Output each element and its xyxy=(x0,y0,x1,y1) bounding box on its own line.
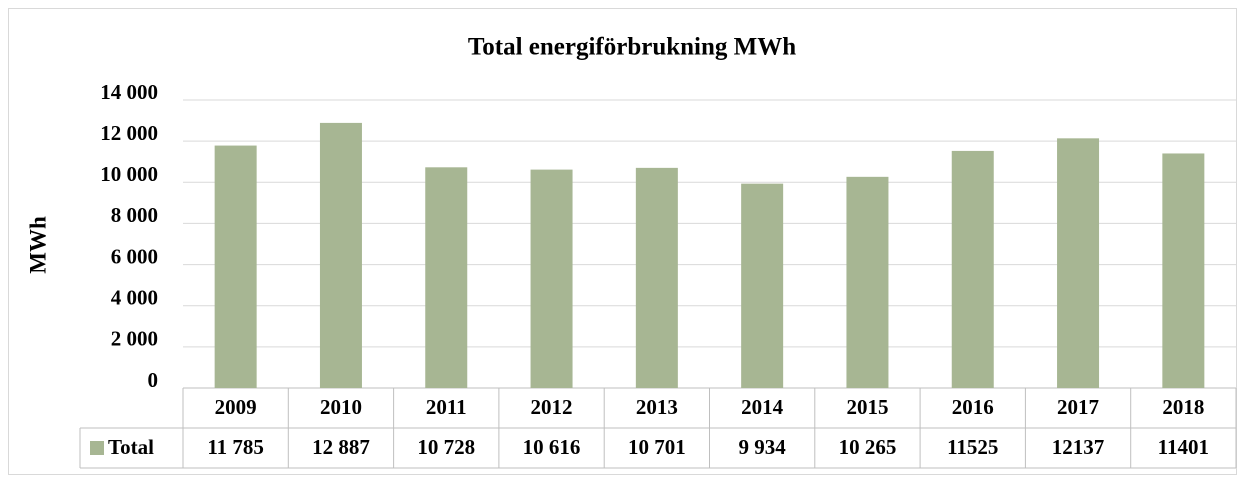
data-table-value: 11525 xyxy=(947,435,998,459)
bar xyxy=(530,169,573,388)
x-tick-label: 2010 xyxy=(320,395,362,419)
y-tick-label: 0 xyxy=(148,368,159,392)
y-tick-label: 12 000 xyxy=(100,121,158,145)
data-table-value: 9 934 xyxy=(739,435,787,459)
x-tick-label: 2012 xyxy=(531,395,573,419)
bar xyxy=(214,145,257,388)
y-tick-label: 2 000 xyxy=(111,327,158,351)
bar xyxy=(635,167,678,388)
chart-title: Total energiförbrukning MWh xyxy=(468,34,796,61)
x-tick-label: 2009 xyxy=(215,395,257,419)
y-tick-label: 14 000 xyxy=(100,80,158,104)
x-tick-label: 2018 xyxy=(1162,395,1204,419)
y-tick-label: 4 000 xyxy=(111,286,158,310)
y-axis-label: MWh xyxy=(25,216,50,274)
x-tick-label: 2011 xyxy=(426,395,467,419)
data-table-value: 12 887 xyxy=(312,435,370,459)
data-table-value: 10 265 xyxy=(839,435,897,459)
y-tick-label: 8 000 xyxy=(111,203,158,227)
bar xyxy=(1057,138,1100,388)
legend-label: Total xyxy=(108,435,154,459)
data-table-value: 11 785 xyxy=(207,435,264,459)
x-tick-label: 2014 xyxy=(741,395,784,419)
bar xyxy=(741,183,784,388)
bar xyxy=(319,122,362,389)
y-tick-label: 10 000 xyxy=(100,162,158,186)
data-table-value: 11401 xyxy=(1158,435,1209,459)
legend-key xyxy=(90,441,104,455)
y-tick-label: 6 000 xyxy=(111,244,158,268)
x-tick-label: 2017 xyxy=(1057,395,1099,419)
bar xyxy=(425,167,468,388)
x-tick-label: 2013 xyxy=(636,395,678,419)
data-table-value: 10 728 xyxy=(417,435,475,459)
bar xyxy=(1162,153,1205,388)
data-table-value: 10 701 xyxy=(628,435,686,459)
x-tick-label: 2016 xyxy=(952,395,994,419)
bar xyxy=(951,150,994,388)
bar xyxy=(846,176,889,388)
data-table-value: 10 616 xyxy=(523,435,581,459)
data-table-value: 12137 xyxy=(1052,435,1105,459)
x-tick-label: 2015 xyxy=(846,395,888,419)
chart-border xyxy=(8,8,1237,475)
